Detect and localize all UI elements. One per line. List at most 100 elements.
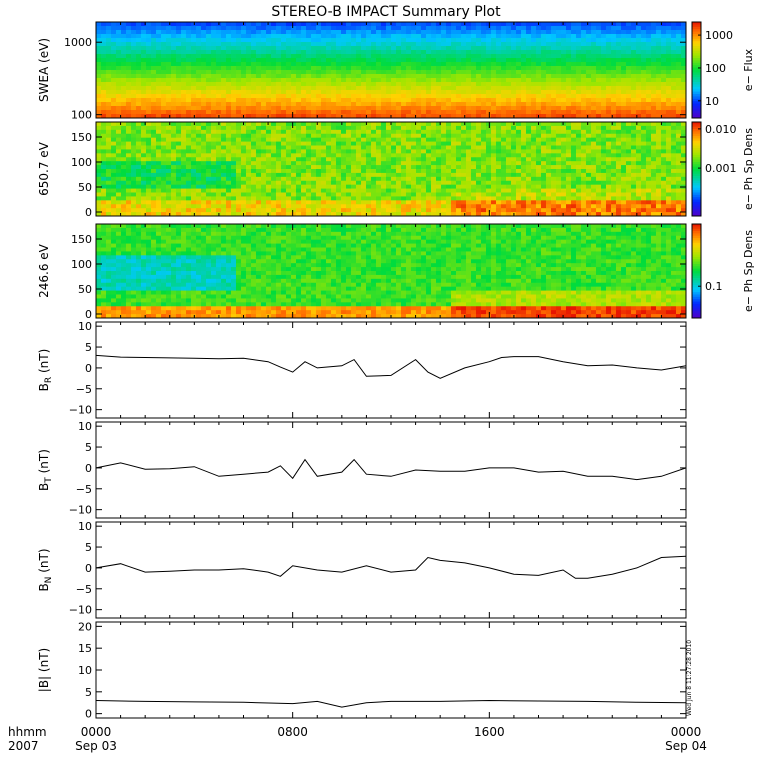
heatmap-cell <box>461 74 467 79</box>
heatmap-cell <box>631 66 637 71</box>
heatmap-cell <box>496 86 502 91</box>
heatmap-cell <box>301 22 307 27</box>
heatmap-cell <box>391 153 397 158</box>
heatmap-cell <box>186 102 192 107</box>
heatmap-cell <box>286 46 292 51</box>
heatmap-cell <box>471 200 477 205</box>
heatmap-cell <box>401 137 407 142</box>
heatmap-cell <box>301 153 307 158</box>
heatmap-cell <box>511 70 517 75</box>
heatmap-cell <box>281 169 287 174</box>
heatmap-cell <box>376 22 382 27</box>
heatmap-cell <box>221 58 227 63</box>
heatmap-cell <box>381 141 387 146</box>
heatmap-cell <box>451 66 457 71</box>
heatmap-cell <box>531 26 537 31</box>
heatmap-cell <box>586 62 592 67</box>
heatmap-cell <box>151 122 157 127</box>
heatmap-cell <box>256 38 262 43</box>
heatmap-cell <box>111 94 117 99</box>
heatmap-cell <box>116 125 122 131</box>
heatmap-cell <box>236 137 242 142</box>
heatmap-cell <box>491 38 497 43</box>
heatmap-cell <box>386 153 392 158</box>
heatmap-cell <box>136 98 142 103</box>
heatmap-cell <box>341 169 347 174</box>
heatmap-cell <box>551 22 557 27</box>
heatmap-cell <box>216 200 222 205</box>
heatmap-cell <box>506 86 512 91</box>
heatmap-cell <box>551 62 557 67</box>
heatmap-cell <box>96 82 102 87</box>
heatmap-cell <box>391 110 397 115</box>
heatmap-cell <box>426 172 432 178</box>
heatmap-cell <box>341 50 347 55</box>
heatmap-cell <box>406 145 412 150</box>
heatmap-cell <box>641 82 647 87</box>
heatmap-cell <box>116 90 122 95</box>
heatmap-cell <box>476 157 482 162</box>
heatmap-cell <box>361 161 367 166</box>
heatmap-cell <box>226 212 232 217</box>
heatmap-cell <box>106 145 112 150</box>
heatmap-cell <box>421 153 427 158</box>
heatmap-cell <box>111 129 117 135</box>
heatmap-cell <box>351 74 357 79</box>
heatmap-cell <box>421 70 427 75</box>
heatmap-cell <box>451 137 457 142</box>
heatmap-cell <box>306 141 312 146</box>
heatmap-cell <box>246 165 252 170</box>
heatmap-cell <box>291 129 297 135</box>
heatmap-cell <box>101 157 107 162</box>
heatmap-cell <box>341 129 347 135</box>
heatmap-cell <box>311 137 317 142</box>
heatmap-cell <box>281 180 287 186</box>
heatmap-cell <box>221 169 227 174</box>
heatmap-cell <box>486 38 492 43</box>
heatmap-cell <box>451 145 457 150</box>
heatmap-cell <box>486 70 492 75</box>
heatmap-cell <box>301 172 307 178</box>
heatmap-cell <box>586 58 592 63</box>
heatmap-cell <box>201 102 207 107</box>
heatmap-cell <box>411 78 417 83</box>
heatmap-cell <box>371 137 377 142</box>
heatmap-cell <box>276 38 282 43</box>
heatmap-cell <box>321 34 327 39</box>
heatmap-cell <box>581 46 587 51</box>
heatmap-cell <box>296 157 302 162</box>
heatmap-cell <box>356 208 362 213</box>
heatmap-cell <box>406 188 412 193</box>
heatmap-cell <box>236 204 242 209</box>
heatmap-cell <box>666 82 672 87</box>
heatmap-cell <box>426 145 432 150</box>
heatmap-cell <box>341 157 347 162</box>
heatmap-cell <box>366 208 372 213</box>
heatmap-cell <box>431 145 437 150</box>
heatmap-cell <box>651 26 657 31</box>
heatmap-cell <box>406 90 412 95</box>
heatmap-cell <box>396 38 402 43</box>
heatmap-cell <box>496 122 502 127</box>
heatmap-cell <box>356 145 362 150</box>
heatmap-cell <box>621 86 627 91</box>
heatmap-cell <box>206 42 212 47</box>
heatmap-cell <box>591 58 597 63</box>
heatmap-cell <box>406 165 412 170</box>
heatmap-cell <box>206 192 212 197</box>
heatmap-cell <box>161 200 167 205</box>
heatmap-cell <box>416 54 422 59</box>
heatmap-cell <box>161 196 167 201</box>
heatmap-cell <box>281 200 287 205</box>
heatmap-cell <box>341 86 347 91</box>
heatmap-cell <box>411 141 417 146</box>
heatmap-cell <box>431 30 437 35</box>
heatmap-cell <box>311 62 317 67</box>
heatmap-cell <box>441 165 447 170</box>
heatmap-cell <box>561 62 567 67</box>
heatmap-cell <box>371 58 377 63</box>
heatmap-cell <box>396 34 402 39</box>
heatmap-cell <box>506 62 512 67</box>
heatmap-cell <box>106 176 112 182</box>
heatmap-cell <box>441 34 447 39</box>
